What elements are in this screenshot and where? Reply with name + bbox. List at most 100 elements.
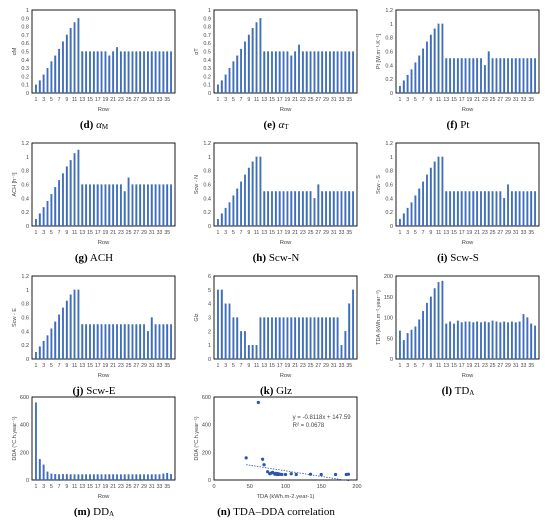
x-tick-label: 25 xyxy=(490,97,496,103)
bar-row-28 xyxy=(321,51,324,94)
x-tick-label: 9 xyxy=(429,97,432,103)
bar-row-12 xyxy=(441,23,444,94)
bar-row-33 xyxy=(158,184,161,227)
y-tick-label: 0.8 xyxy=(385,36,393,42)
x-tick-label: 35 xyxy=(346,97,352,103)
bar-row-26 xyxy=(313,317,316,360)
bar-row-6 xyxy=(236,317,239,360)
bar-row-12 xyxy=(441,280,444,360)
scatter-point-14 xyxy=(294,472,298,477)
y-tick-label: 1.2 xyxy=(21,141,29,147)
y-axis-label: TDA (kWh.m⁻².year⁻¹) xyxy=(376,290,382,345)
bar-row-1 xyxy=(35,218,37,227)
bar-row-18 xyxy=(100,184,103,227)
bar-row-13 xyxy=(445,323,448,360)
x-tick-label: 1 xyxy=(34,230,37,236)
bar-row-32 xyxy=(154,474,157,481)
x-tick-label: 29 xyxy=(141,97,147,103)
chart-panel-n: 0 200 400 600 DDA (°C.h.year⁻¹) 0 50 100 150 200 y… xyxy=(190,392,362,522)
bar-row-9 xyxy=(429,34,432,94)
bar-row-31 xyxy=(332,191,335,227)
x-tick-label: 11 xyxy=(72,363,77,369)
bar-row-28 xyxy=(139,184,142,227)
x-tick-label: 17 xyxy=(277,230,283,236)
x-tick-label: 7 xyxy=(422,230,425,236)
y-tick-label: 1 xyxy=(390,22,393,28)
bar-row-21 xyxy=(294,51,297,94)
bar-row-23 xyxy=(301,317,304,360)
y-tick-label: 4 xyxy=(208,302,211,308)
bar-row-30 xyxy=(146,51,149,94)
caption-subscript: A xyxy=(109,510,115,518)
x-tick-label: 5 xyxy=(50,230,53,236)
bar-row-15 xyxy=(453,191,455,227)
chart-panel-g: 0 0.2 0.4 0.6 0.8 1 1.2 ACH [h⁻¹] 1 3 5 7 9 11 13 15 17 1… xyxy=(8,138,180,268)
bar-row-11 xyxy=(437,282,440,360)
bar-row-29 xyxy=(143,474,145,481)
x-tick-label: 21 xyxy=(292,230,298,236)
bar-row-20 xyxy=(472,58,475,94)
bar-row-36 xyxy=(170,324,172,360)
x-tick-label: 11 xyxy=(254,230,259,236)
bar-row-24 xyxy=(123,191,126,227)
x-tick-label: 7 xyxy=(58,484,61,490)
bar-row-35 xyxy=(166,324,169,360)
x-tick-label: 23 xyxy=(118,230,124,236)
x-tick-label: 33 xyxy=(521,97,527,103)
x-tick-label: 3 xyxy=(406,230,409,236)
x-tick-label: 27 xyxy=(133,230,139,236)
bar-row-2 xyxy=(38,346,41,360)
trend-line xyxy=(246,464,350,482)
x-tick-label: 21 xyxy=(292,363,298,369)
bar-row-22 xyxy=(480,191,482,227)
bar-row-18 xyxy=(100,474,103,481)
bar-row-34 xyxy=(526,58,529,94)
bar-row-11 xyxy=(437,23,440,94)
plot-frame xyxy=(213,142,358,227)
y-tick-label: 1.2 xyxy=(21,274,29,280)
x-tick-label: 5 xyxy=(50,363,53,369)
bar-row-12 xyxy=(77,289,80,360)
bar-row-8 xyxy=(244,174,246,227)
x-tick-label: 3 xyxy=(224,230,227,236)
x-tick-label: 1 xyxy=(398,363,401,369)
bar-row-36 xyxy=(170,184,172,227)
x-tick-label: 29 xyxy=(323,97,329,103)
bar-row-21 xyxy=(112,51,115,94)
x-tick-label: 13 xyxy=(443,363,449,369)
bar-row-3 xyxy=(42,207,45,227)
bar-row-30 xyxy=(328,51,331,94)
x-tick-label: 13 xyxy=(261,363,267,369)
bar-row-17 xyxy=(278,51,281,94)
bar-row-30 xyxy=(146,331,149,360)
y-tick-label: 0.2 xyxy=(203,74,211,80)
y-axis-label: Glz xyxy=(194,313,200,322)
x-tick-label: 25 xyxy=(490,363,496,369)
bar-row-12 xyxy=(77,18,80,94)
bar-row-2 xyxy=(38,459,41,481)
bar-row-8 xyxy=(244,41,246,94)
caption-f: (f) Pt xyxy=(372,119,544,131)
bar-row-31 xyxy=(150,51,153,94)
bar-row-14 xyxy=(85,324,88,360)
bar-row-8 xyxy=(426,41,428,94)
x-tick-label: 21 xyxy=(110,484,116,490)
bar-row-14 xyxy=(267,191,270,227)
x-tick-label: 31 xyxy=(331,230,337,236)
bar-row-26 xyxy=(131,474,134,481)
x-tick-label: 33 xyxy=(157,230,163,236)
bar-row-25 xyxy=(127,324,130,360)
bar-row-15 xyxy=(89,474,91,481)
bar-row-10 xyxy=(69,28,72,94)
bar-row-33 xyxy=(158,474,161,481)
x-tick-label: 11 xyxy=(72,230,77,236)
x-tick-label: 15 xyxy=(451,230,457,236)
bar-row-35 xyxy=(348,191,351,227)
bar-row-6 xyxy=(418,55,421,94)
bar-row-9 xyxy=(247,34,250,94)
x-tick-label: 7 xyxy=(240,363,243,369)
caption-name: TDA–DDA correlation xyxy=(233,506,335,518)
x-tick-label: 15 xyxy=(451,97,457,103)
caption-letter: (k) xyxy=(259,385,274,397)
